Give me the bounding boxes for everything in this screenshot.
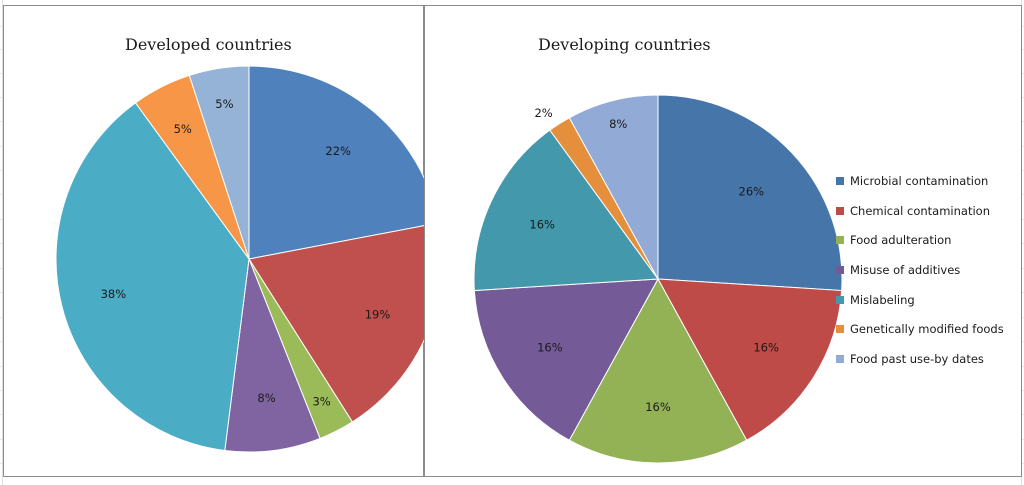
legend-item: Food adulteration xyxy=(836,225,1004,255)
legend-label: Mislabeling xyxy=(850,292,915,307)
slice-data-label: 8% xyxy=(257,391,275,405)
pie-slice xyxy=(657,278,843,441)
slice-data-label: 16% xyxy=(753,341,779,355)
slice-data-label: 16% xyxy=(537,341,563,355)
slice-data-label: 16% xyxy=(529,218,555,232)
pie-slice xyxy=(224,258,321,453)
slice-data-label: 22% xyxy=(325,144,351,158)
legend-swatch xyxy=(836,325,844,334)
legend-label: Food adulteration xyxy=(850,233,952,248)
developed-pie: 22% 19% 3% 8% 38% 5% 5% xyxy=(55,65,443,453)
legend-swatch xyxy=(836,354,844,363)
legend-swatch xyxy=(836,236,844,245)
slice-data-label: 38% xyxy=(101,287,127,301)
legend-label: Chemical contamination xyxy=(850,203,990,218)
pie-slice xyxy=(55,102,250,452)
legend-item: Chemical contamination xyxy=(836,196,1004,226)
legend-item: Microbial contamination xyxy=(836,166,1004,196)
legend-swatch xyxy=(836,295,844,304)
slice-data-label: 19% xyxy=(365,308,391,322)
legend-item: Mislabeling xyxy=(836,285,1004,315)
slice-data-label: 16% xyxy=(645,400,671,414)
developing-pie: 26% 16% 16% 16% 16% 2% 8% xyxy=(473,94,843,464)
legend-swatch xyxy=(836,206,844,215)
sheet-gridline xyxy=(2,0,3,485)
legend: Microbial contamination Chemical contami… xyxy=(836,166,1004,374)
pie-slice xyxy=(473,129,659,292)
developing-chart-panel: Developing countries 26% 16% 16% 16% 16% 2% 8%… xyxy=(424,5,1022,477)
legend-label: Genetically modified foods xyxy=(850,322,1004,337)
legend-item: Food past use-by dates xyxy=(836,344,1004,374)
legend-label: Food past use-by dates xyxy=(850,351,984,366)
slice-data-label: 5% xyxy=(215,97,233,111)
developed-chart-title: Developed countries xyxy=(125,35,292,54)
slice-data-label: 8% xyxy=(609,117,627,131)
slice-data-label: 26% xyxy=(739,184,765,198)
legend-swatch xyxy=(836,176,844,185)
pie-slice xyxy=(473,278,659,441)
pie-slice xyxy=(188,65,250,260)
pie-slice xyxy=(568,277,748,464)
developing-chart-title: Developing countries xyxy=(538,35,711,54)
legend-item: Misuse of additives xyxy=(836,255,1004,285)
legend-label: Microbial contamination xyxy=(850,173,989,188)
slice-data-label: 2% xyxy=(534,106,552,120)
developed-chart-panel: Developed countries 22% 19% 3% 8% 38% 5% 5% xyxy=(3,5,443,477)
legend-swatch xyxy=(836,265,844,274)
pie-slice xyxy=(657,94,843,292)
slice-data-label: 3% xyxy=(312,395,330,409)
legend-label: Misuse of additives xyxy=(850,262,961,277)
slice-data-label: 5% xyxy=(174,122,192,136)
legend-item: Genetically modified foods xyxy=(836,314,1004,344)
pie-slice xyxy=(568,94,659,280)
